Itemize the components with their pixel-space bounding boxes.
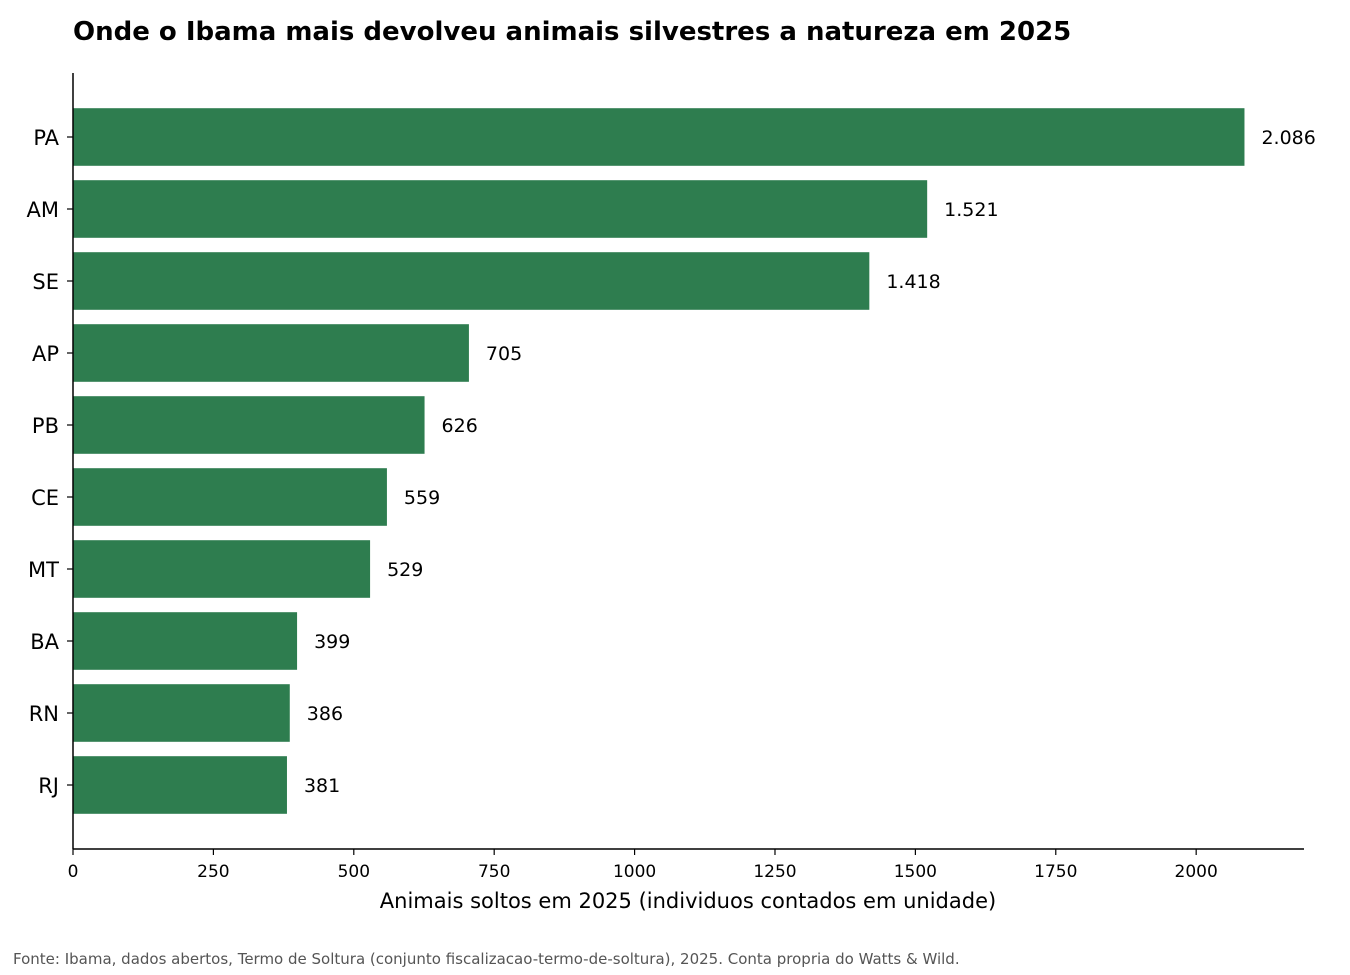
value-label-rj: 381 — [304, 775, 340, 797]
bar-pa — [73, 108, 1245, 166]
x-tick-label-500: 500 — [338, 862, 370, 882]
bars-group — [73, 108, 1245, 814]
y-tick-label-rj: RJ — [38, 774, 59, 798]
source-note: Fonte: Ibama, dados abertos, Termo de So… — [13, 950, 960, 968]
value-label-ap: 705 — [486, 343, 522, 365]
value-label-ba: 399 — [314, 631, 350, 653]
x-tick-label-2000: 2000 — [1175, 862, 1218, 882]
value-label-am: 1.521 — [944, 199, 998, 221]
x-tick-label-1750: 1750 — [1034, 862, 1077, 882]
x-tick-label-750: 750 — [478, 862, 510, 882]
y-tick-label-se: SE — [32, 270, 59, 294]
value-label-se: 1.418 — [886, 271, 940, 293]
x-axis: 0 250 500 750 1000 1250 1500 1750 2000 — [68, 848, 1304, 882]
bar-ba — [73, 612, 298, 670]
value-label-rn: 386 — [307, 703, 343, 725]
y-axis: PA AM SE AP PB CE MT BA RN RJ — [27, 73, 74, 849]
value-label-ce: 559 — [404, 487, 440, 509]
x-tick-label-0: 0 — [68, 862, 79, 882]
y-tick-label-ap: AP — [32, 342, 59, 366]
y-tick-label-am: AM — [27, 198, 59, 222]
chart-title: Onde o Ibama mais devolveu animais silve… — [73, 17, 1072, 47]
bar-pb — [73, 396, 425, 454]
bar-se — [73, 252, 870, 310]
x-tick-label-1250: 1250 — [753, 862, 796, 882]
value-label-mt: 529 — [387, 559, 423, 581]
y-tick-label-ba: BA — [30, 630, 59, 654]
bar-rj — [73, 756, 287, 814]
bar-ce — [73, 468, 387, 526]
x-tick-label-1500: 1500 — [894, 862, 937, 882]
value-label-pa: 2.086 — [1261, 127, 1315, 149]
x-axis-label: Animais soltos em 2025 (individuos conta… — [380, 889, 996, 913]
bar-mt — [73, 540, 371, 598]
y-tick-label-mt: MT — [28, 558, 59, 582]
bar-ap — [73, 324, 469, 382]
x-tick-label-1000: 1000 — [613, 862, 656, 882]
value-labels-group: 2.086 1.521 1.418 705 626 559 529 399 386 381 — [304, 127, 1316, 797]
bar-am — [73, 180, 928, 238]
bar-rn — [73, 684, 290, 742]
value-label-pb: 626 — [442, 415, 478, 437]
y-tick-label-pa: PA — [33, 126, 59, 150]
y-tick-label-pb: PB — [32, 414, 59, 438]
x-tick-label-250: 250 — [197, 862, 229, 882]
y-tick-label-ce: CE — [31, 486, 59, 510]
y-tick-label-rn: RN — [29, 702, 59, 726]
